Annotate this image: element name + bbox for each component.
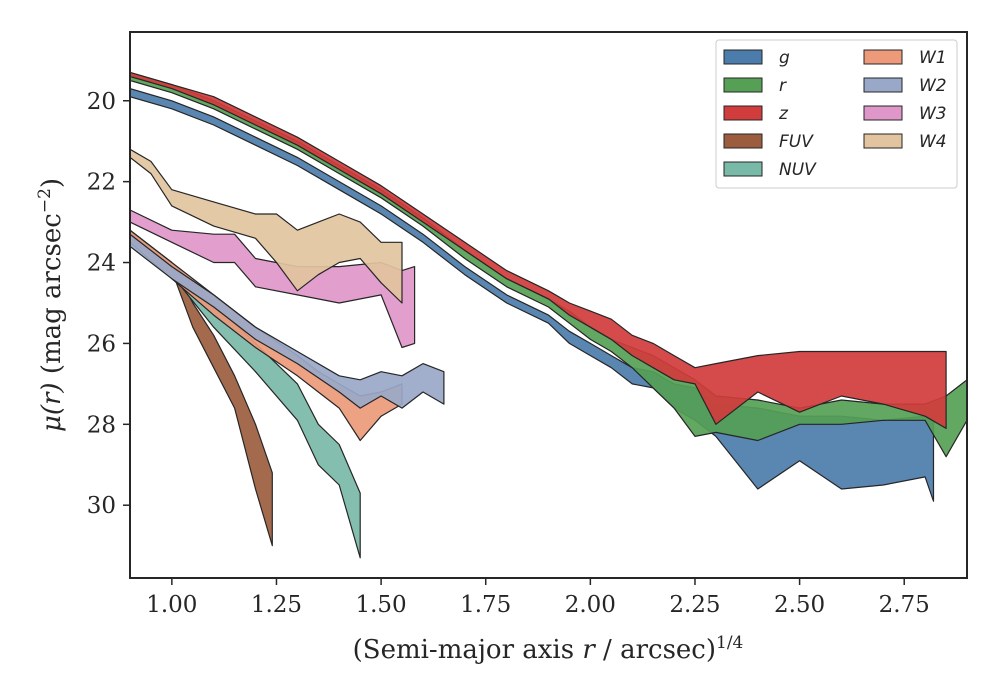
legend-label-w2: W2 — [919, 76, 947, 96]
y-tick-label: 30 — [87, 493, 116, 519]
x-tick-label: 2.75 — [879, 592, 930, 618]
legend-label-g: g — [779, 48, 790, 68]
y-tick-label: 20 — [87, 89, 116, 115]
series-bands — [130, 71, 967, 559]
legend-swatch-w3 — [863, 105, 903, 121]
x-tick-label: 2.50 — [774, 592, 825, 618]
x-tick-label: 1.75 — [460, 592, 511, 618]
legend-label-w3: W3 — [919, 104, 947, 124]
legend-label-w4: W4 — [919, 132, 947, 152]
series-band-g — [130, 87, 935, 502]
y-tick-label: 26 — [87, 331, 116, 357]
legend-label-r: r — [779, 76, 787, 96]
x-tick-label: 1.00 — [146, 592, 197, 618]
y-tick-label: 28 — [87, 412, 116, 438]
y-tick-label: 22 — [87, 170, 116, 196]
series-band-w2 — [130, 233, 445, 409]
series-band-w3 — [130, 209, 416, 349]
x-axis-ticks: 1.00 1.25 1.50 1.75 2.00 2.25 2.50 2.75 — [146, 578, 930, 618]
x-tick-label: 2.00 — [565, 592, 616, 618]
legend-label-w1: W1 — [919, 48, 947, 68]
legend: grz FUV NUV W1 W2 W3 W4 — [715, 39, 958, 189]
x-axis-label: (Semi-major axis r / arcsec)1/4 — [353, 633, 744, 665]
legend-swatch-fuv — [723, 133, 763, 149]
plot-frame — [129, 31, 968, 579]
legend-swatch-w4 — [863, 133, 903, 149]
legend-swatch-g — [723, 49, 763, 65]
series-band-w4 — [130, 148, 403, 304]
series-band-fuv — [130, 229, 273, 547]
y-axis-label: μ(r) (mag arcsec−2) — [35, 178, 67, 432]
x-tick-label: 2.25 — [669, 592, 720, 618]
legend-label-z: z — [778, 104, 789, 124]
x-tick-label: 1.25 — [251, 592, 302, 618]
legend-swatch-w1 — [863, 49, 903, 65]
legend-frame — [715, 39, 958, 189]
legend-swatch-z — [723, 105, 763, 121]
legend-swatch-r — [723, 77, 763, 93]
legend-label-nuv: NUV — [779, 160, 817, 180]
legend-swatch-w2 — [863, 77, 903, 93]
y-tick-label: 24 — [87, 251, 116, 277]
series-band-z — [130, 71, 947, 429]
y-axis-ticks: 20 22 24 26 28 30 — [87, 89, 130, 519]
legend-label-fuv: FUV — [779, 132, 814, 152]
x-tick-label: 1.50 — [355, 592, 406, 618]
legend-swatch-nuv — [723, 161, 763, 177]
